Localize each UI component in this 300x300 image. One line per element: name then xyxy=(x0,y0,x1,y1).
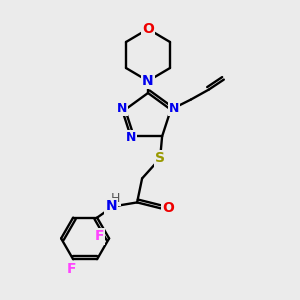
Text: N: N xyxy=(117,102,128,115)
Text: N: N xyxy=(142,74,154,88)
Text: N: N xyxy=(105,200,117,213)
Text: N: N xyxy=(126,131,136,144)
Text: F: F xyxy=(66,262,76,276)
Text: S: S xyxy=(155,152,165,165)
Text: O: O xyxy=(162,201,174,215)
Text: H: H xyxy=(110,192,120,205)
Text: O: O xyxy=(142,22,154,36)
Text: N: N xyxy=(169,102,179,115)
Text: F: F xyxy=(94,230,104,243)
